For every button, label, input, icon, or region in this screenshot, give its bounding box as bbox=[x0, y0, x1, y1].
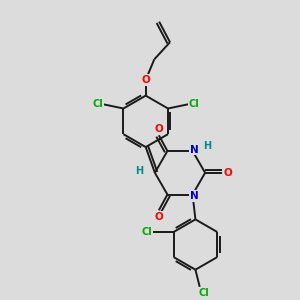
Text: H: H bbox=[203, 141, 211, 151]
Text: Cl: Cl bbox=[142, 227, 153, 237]
Text: Cl: Cl bbox=[188, 99, 199, 109]
Text: O: O bbox=[154, 124, 163, 134]
Text: Cl: Cl bbox=[92, 99, 103, 109]
Text: O: O bbox=[224, 168, 232, 178]
Text: N: N bbox=[190, 191, 198, 201]
Text: O: O bbox=[154, 212, 163, 221]
Text: H: H bbox=[135, 166, 143, 176]
Text: N: N bbox=[190, 145, 198, 154]
Text: Cl: Cl bbox=[199, 288, 209, 298]
Text: O: O bbox=[141, 75, 150, 85]
